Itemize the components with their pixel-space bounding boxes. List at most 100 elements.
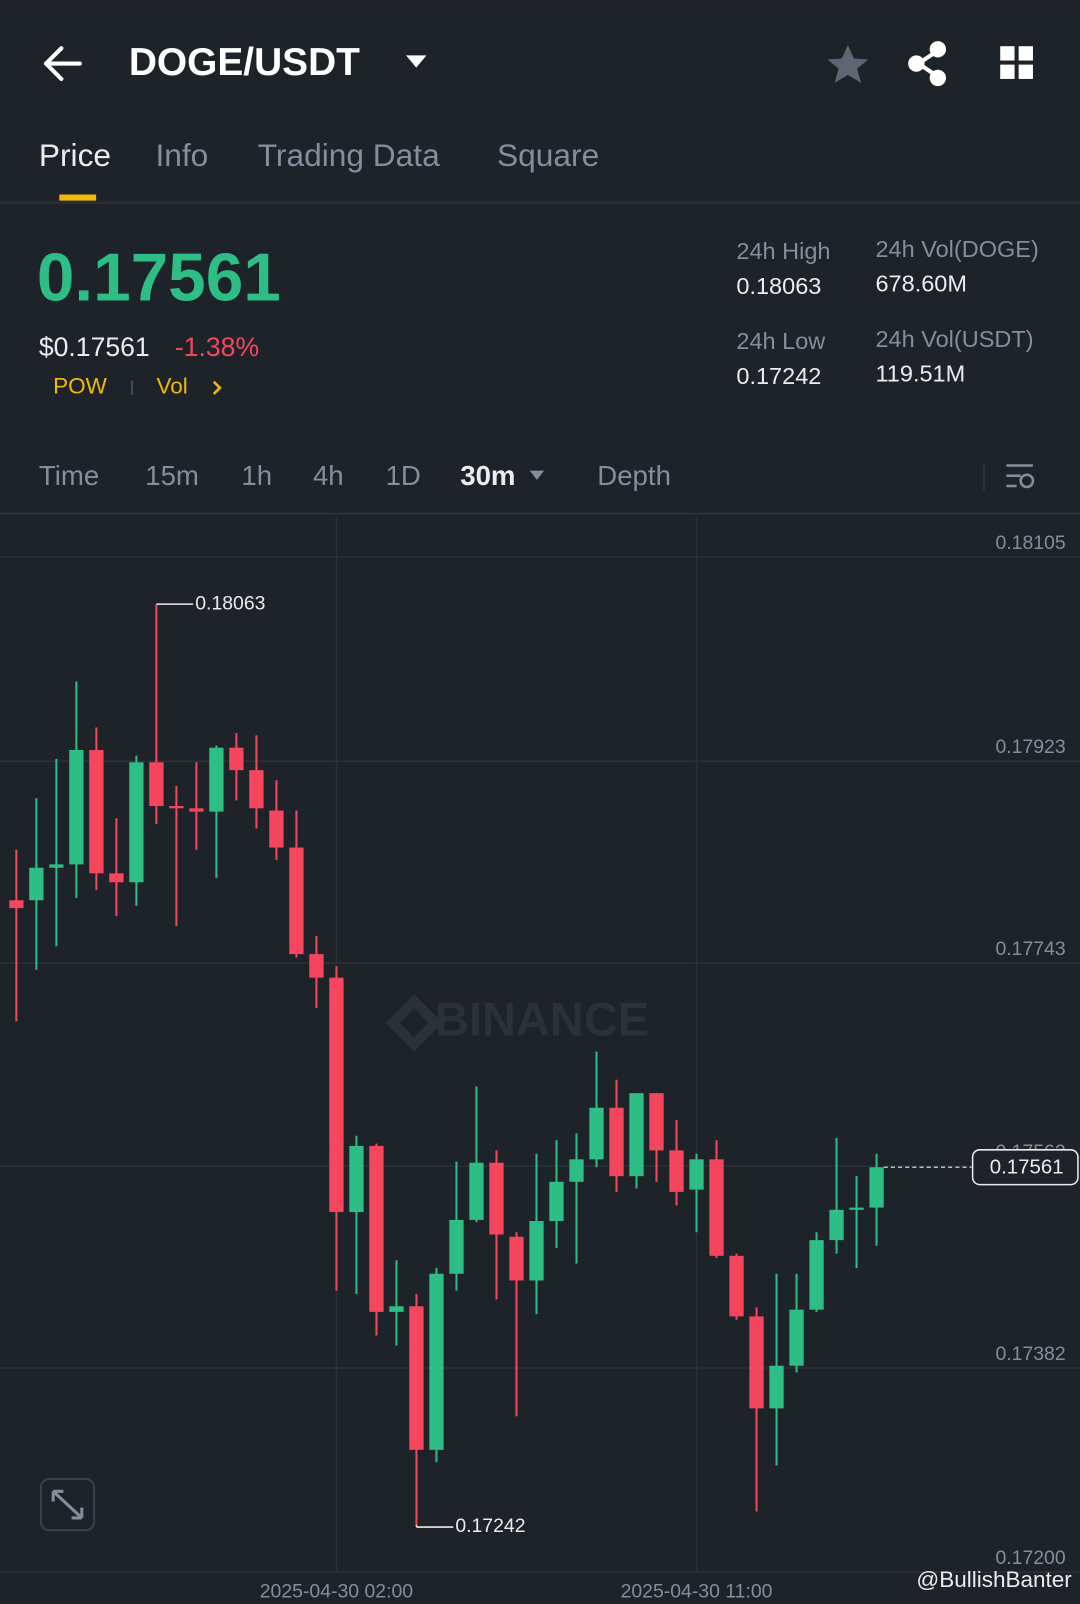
tab[interactable]: Info bbox=[155, 137, 208, 173]
candle-body bbox=[449, 1219, 464, 1274]
candle-body bbox=[269, 810, 284, 848]
y-tick-label: 0.17382 bbox=[995, 1343, 1065, 1365]
fullscreen-button[interactable] bbox=[39, 1478, 96, 1532]
share-icon[interactable] bbox=[908, 41, 947, 87]
candlestick-chart: BINANCE 0.181050.179230.177430.175620.17… bbox=[0, 516, 1080, 1573]
high-label: 0.18063 bbox=[195, 592, 265, 614]
layout-icon[interactable] bbox=[1000, 46, 1033, 79]
candle-body bbox=[29, 867, 44, 901]
layout-square bbox=[1018, 64, 1033, 79]
stat-label: 24h Vol(DOGE) bbox=[875, 236, 1038, 262]
chart-watermark: BINANCE bbox=[435, 992, 649, 1045]
stat-label: 24h High bbox=[736, 238, 830, 264]
candle-body bbox=[549, 1181, 564, 1222]
interval[interactable]: Depth bbox=[597, 460, 671, 491]
candle-body bbox=[489, 1162, 504, 1235]
interval[interactable]: 4h bbox=[313, 460, 344, 491]
candle-body bbox=[749, 1316, 764, 1409]
tab[interactable]: Price bbox=[39, 137, 111, 173]
x-tick-label: 2025-04-30 02:00 bbox=[260, 1581, 414, 1603]
candle-body bbox=[589, 1107, 604, 1160]
candle-body bbox=[569, 1159, 584, 1182]
favorite-icon[interactable] bbox=[827, 45, 869, 84]
layout-square bbox=[1000, 46, 1015, 61]
candle-body bbox=[789, 1309, 804, 1366]
candle-body bbox=[389, 1306, 404, 1312]
stat-value: 0.17242 bbox=[736, 363, 821, 389]
share-dot bbox=[908, 55, 925, 72]
tag[interactable]: Vol bbox=[156, 374, 187, 399]
candle-body bbox=[829, 1209, 844, 1241]
candle-body bbox=[329, 977, 344, 1213]
candle-body bbox=[409, 1306, 424, 1450]
pair-dropdown[interactable] bbox=[406, 55, 427, 68]
candle-body bbox=[689, 1159, 704, 1190]
candle-body bbox=[109, 873, 124, 883]
tab-indicator bbox=[59, 194, 97, 201]
stat-value: 119.51M bbox=[875, 361, 965, 387]
stat-label: 24h Vol(USDT) bbox=[875, 326, 1033, 352]
y-tick-label: 0.17923 bbox=[995, 736, 1065, 758]
interval-active[interactable]: 30m bbox=[460, 460, 515, 491]
candle-body bbox=[349, 1145, 364, 1213]
candle-body bbox=[309, 954, 324, 978]
usd-price: $0.17561 bbox=[39, 332, 150, 362]
x-tick-label: 2025-04-30 11:00 bbox=[621, 1581, 773, 1603]
interval-dropdown[interactable] bbox=[529, 470, 545, 480]
candle-body bbox=[629, 1093, 644, 1177]
interval[interactable]: 1D bbox=[386, 460, 421, 491]
y-tick-label: 0.18105 bbox=[995, 532, 1065, 554]
candle-body bbox=[69, 749, 84, 865]
candle-body bbox=[229, 747, 244, 771]
candle-body bbox=[369, 1145, 384, 1312]
stat-label: 24h Low bbox=[736, 328, 826, 354]
candle-body bbox=[49, 864, 64, 868]
low-label: 0.17242 bbox=[455, 1515, 525, 1537]
stat-value: 678.60M bbox=[875, 271, 967, 297]
tab[interactable]: Square bbox=[497, 137, 599, 173]
pair-title[interactable]: DOGE/USDT bbox=[129, 41, 360, 84]
tag[interactable]: POW bbox=[53, 374, 108, 399]
tag-chevron bbox=[212, 380, 222, 395]
candle-body bbox=[169, 806, 184, 809]
layout-square bbox=[1000, 64, 1015, 79]
candle-body bbox=[89, 749, 104, 874]
candle-body bbox=[849, 1207, 864, 1210]
expand-arrow bbox=[51, 1489, 84, 1520]
interval[interactable]: Time bbox=[39, 460, 99, 491]
candle-body bbox=[869, 1167, 884, 1208]
candle-body bbox=[209, 747, 224, 812]
interval[interactable]: 15m bbox=[145, 460, 199, 491]
y-tick-label: 0.17743 bbox=[995, 938, 1065, 960]
last-price: 0.17561 bbox=[37, 240, 281, 315]
layout-square bbox=[1018, 46, 1033, 61]
candle-body bbox=[129, 762, 144, 883]
candle-body bbox=[769, 1365, 784, 1409]
tab[interactable]: Trading Data bbox=[258, 137, 440, 173]
candle-body bbox=[189, 808, 204, 812]
last-price-label: 0.17561 bbox=[990, 1156, 1064, 1179]
watermark-logo bbox=[385, 994, 443, 1052]
share-dot bbox=[929, 41, 947, 58]
y-tick-label: 0.17200 bbox=[995, 1547, 1065, 1569]
interval[interactable]: 1h bbox=[241, 460, 272, 491]
candle-body bbox=[709, 1159, 724, 1256]
candle-body bbox=[469, 1162, 484, 1220]
candle-body bbox=[509, 1236, 524, 1281]
last-price-box bbox=[971, 1149, 1079, 1186]
button-frame bbox=[39, 1478, 96, 1532]
candle-body bbox=[609, 1107, 624, 1177]
chart-settings-icon[interactable] bbox=[1006, 464, 1035, 489]
candle-body bbox=[9, 900, 24, 909]
candle-body bbox=[729, 1255, 744, 1317]
back-button[interactable] bbox=[43, 46, 82, 81]
candle-body bbox=[429, 1273, 444, 1450]
candle-body bbox=[149, 762, 164, 807]
icon-gear bbox=[1019, 473, 1035, 489]
stat-value: 0.18063 bbox=[736, 273, 821, 299]
share-dot bbox=[929, 69, 947, 87]
candle-body bbox=[649, 1093, 664, 1151]
